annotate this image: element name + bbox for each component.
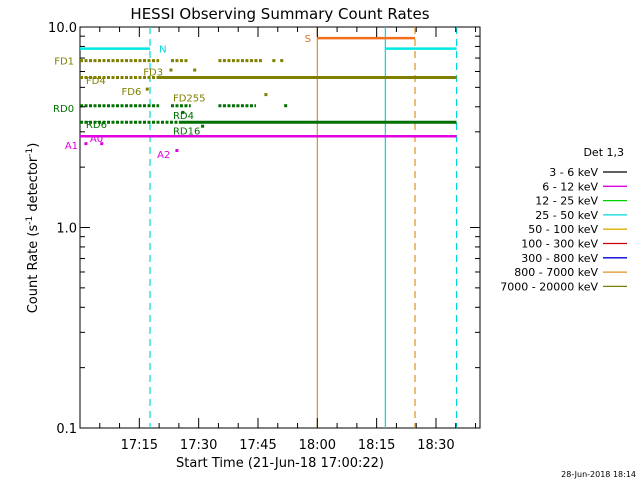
flag-label: RD0 <box>53 104 74 115</box>
legend-entry-label: 3 - 6 keV <box>549 166 598 179</box>
x-tick-label: 17:30 <box>180 438 217 453</box>
flag-dot <box>193 68 197 72</box>
flag-label: A2 <box>157 150 170 161</box>
flag-label: A1 <box>65 141 78 152</box>
legend-entry-label: 100 - 300 keV <box>521 238 598 251</box>
y-axis-label-sup2: -1 <box>25 148 35 157</box>
flag-dot <box>201 124 205 128</box>
flag-label: A0 <box>90 134 103 145</box>
x-tick-label: 18:00 <box>299 438 336 453</box>
x-tick-label: 17:45 <box>239 438 276 453</box>
x-tick-label: 18:30 <box>417 438 454 453</box>
y-axis-label: Count Rate (s-1 detector-1) <box>25 143 41 314</box>
legend-entry-label: 800 - 7000 keV <box>514 266 598 279</box>
footer-timestamp: 28-Jun-2018 18:14 <box>561 470 636 479</box>
y-tick-label: 0.1 <box>56 422 77 437</box>
flag-dot <box>264 93 268 97</box>
flag-label: FD6 <box>122 87 142 98</box>
flag-dot <box>100 142 104 146</box>
flag-label: FD255 <box>173 94 206 105</box>
y-axis-label-mid: detector <box>26 156 41 216</box>
y-tick-label: 1.0 <box>56 222 77 237</box>
x-tick-label: 18:15 <box>358 438 395 453</box>
flag-dot <box>175 149 179 153</box>
flag-dot <box>84 142 88 146</box>
flag-label: FD3 <box>143 67 163 78</box>
legend-title: Det 1,3 <box>583 146 624 159</box>
flag-dot <box>145 87 149 91</box>
flag-dot <box>181 110 185 114</box>
flag-label: S <box>305 34 311 45</box>
y-axis-label-end: ) <box>26 143 41 148</box>
y-tick-label: 10.0 <box>48 21 77 36</box>
flag-dot <box>284 104 288 108</box>
flag-dot <box>280 59 284 63</box>
y-axis-label-part: Count Rate (s <box>26 225 41 314</box>
flag-dot <box>272 59 276 63</box>
legend-entry-label: 25 - 50 keV <box>535 209 598 222</box>
x-tick-label: 17:15 <box>121 438 158 453</box>
chart-title: HESSI Observing Summary Count Rates <box>130 5 429 23</box>
flag-label: FD1 <box>54 57 74 68</box>
legend-entry-label: 7000 - 20000 keV <box>500 280 598 293</box>
flag-label: RD4 <box>173 111 194 122</box>
flag-label: N <box>159 45 166 56</box>
x-axis-label: Start Time (21-Jun-18 17:00:22) <box>176 456 384 471</box>
flag-dot <box>169 68 173 72</box>
flag-label: RD16 <box>173 126 200 137</box>
flag-dot <box>165 75 169 79</box>
flag-label: FD4 <box>86 76 106 87</box>
legend-entry-label: 12 - 25 keV <box>535 195 598 208</box>
flag-label: RD6 <box>86 120 107 131</box>
legend-entry-label: 6 - 12 keV <box>542 180 598 193</box>
y-axis-label-sup1: -1 <box>25 216 35 225</box>
legend-entry-label: 50 - 100 keV <box>528 223 598 236</box>
flag-dot <box>157 75 161 79</box>
legend-entry-label: 300 - 800 keV <box>521 252 598 265</box>
